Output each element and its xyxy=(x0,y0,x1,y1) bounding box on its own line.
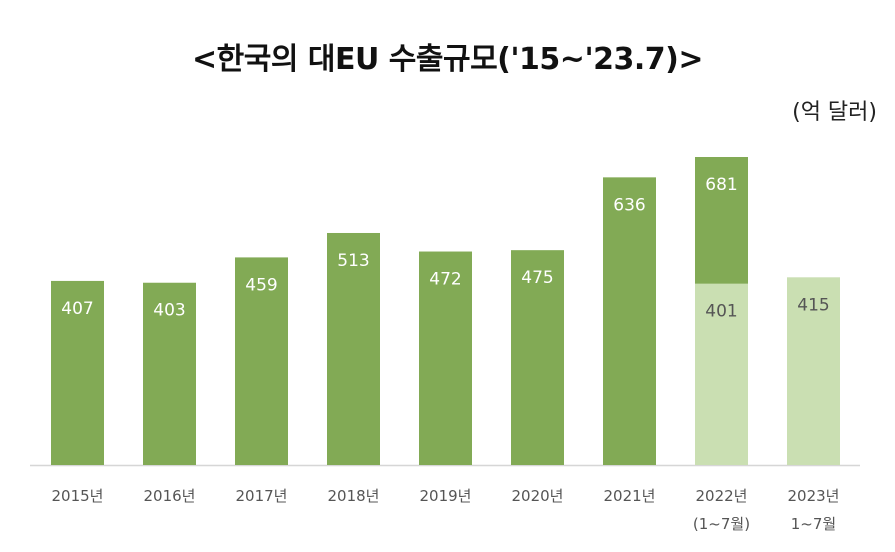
category-label-8-line1: 1~7월 xyxy=(791,515,836,533)
value-label-7: 681 xyxy=(705,175,737,195)
category-label-2: 2017년 xyxy=(236,487,288,505)
value-label-6: 636 xyxy=(613,195,645,215)
bar-0 xyxy=(51,280,104,465)
category-label-4: 2019년 xyxy=(420,487,472,505)
category-label-1: 2016년 xyxy=(144,487,196,505)
overlay-value-label-7: 401 xyxy=(705,302,737,322)
chart-title: <한국의 대EU 수출규모('15~'23.7)> xyxy=(191,42,704,77)
category-label-0: 2015년 xyxy=(52,487,104,505)
unit-label: (억 달러) xyxy=(792,100,877,125)
category-label-5: 2020년 xyxy=(512,487,564,505)
category-label-8: 2023년 xyxy=(788,487,840,505)
bar-3 xyxy=(327,232,380,465)
value-label-3: 513 xyxy=(337,251,369,271)
bar-8 xyxy=(787,277,840,465)
bar-4 xyxy=(419,251,472,465)
bar-2 xyxy=(235,257,288,465)
value-label-1: 403 xyxy=(153,301,185,321)
overlay-bar-7 xyxy=(695,283,748,465)
value-label-4: 472 xyxy=(429,270,461,290)
value-label-8: 415 xyxy=(797,295,829,315)
value-label-5: 475 xyxy=(521,268,553,288)
value-label-2: 459 xyxy=(245,275,277,295)
bar-5 xyxy=(511,250,564,465)
category-label-6: 2021년 xyxy=(604,487,656,505)
category-label-7: 2022년 xyxy=(696,487,748,505)
category-label-3: 2018년 xyxy=(328,487,380,505)
bar-1 xyxy=(143,282,196,465)
bar-6 xyxy=(603,177,656,465)
category-label-7-line1: (1~7월) xyxy=(693,515,750,533)
value-label-0: 407 xyxy=(61,299,93,319)
